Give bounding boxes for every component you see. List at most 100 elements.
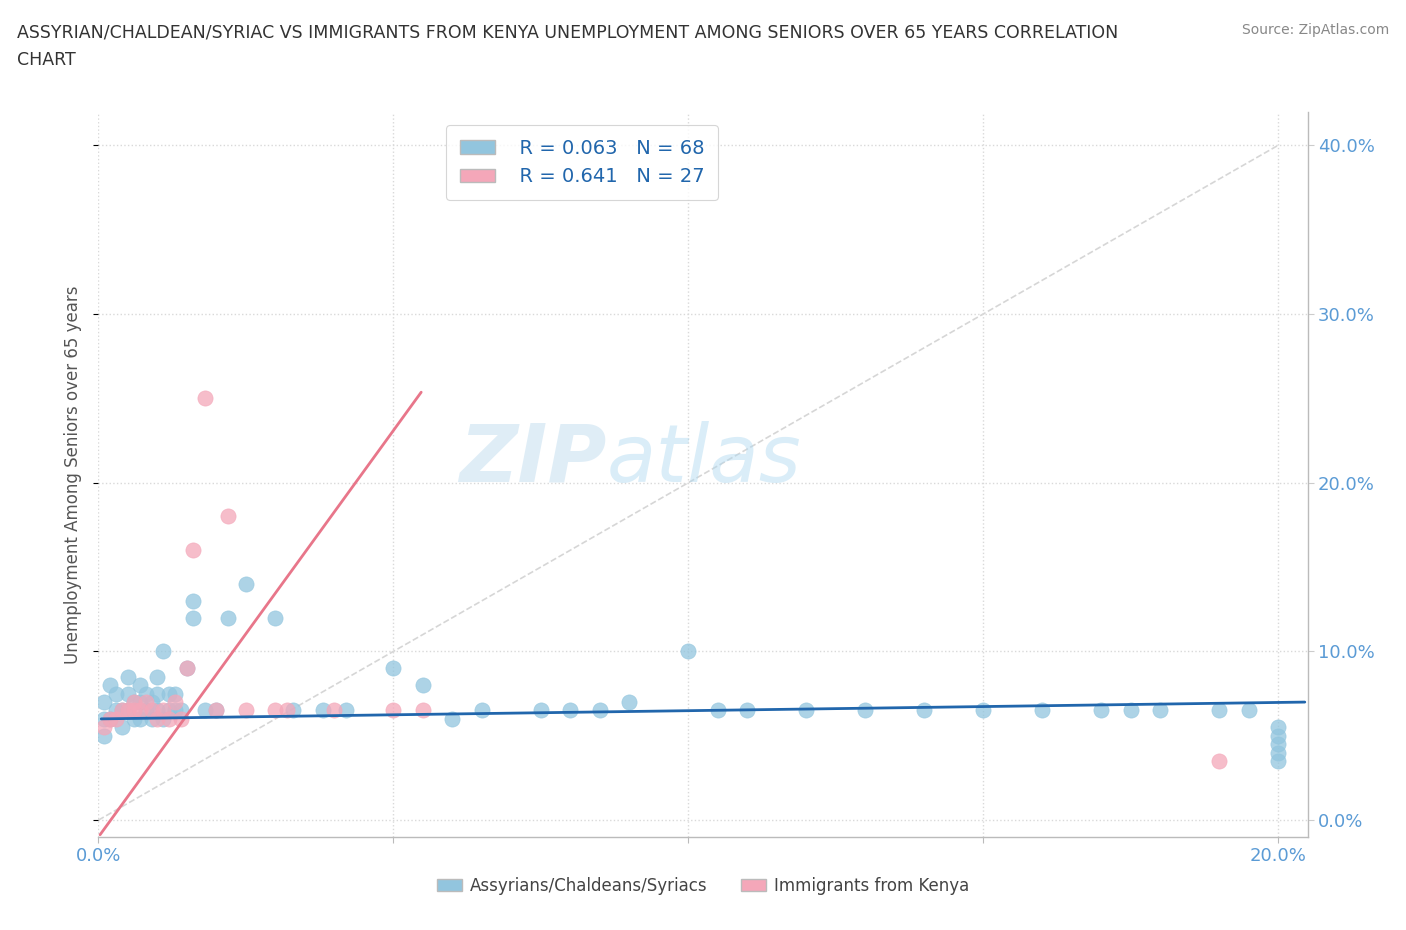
Point bbox=[235, 703, 257, 718]
Point bbox=[111, 703, 134, 718]
Point bbox=[181, 543, 204, 558]
Point bbox=[135, 695, 157, 710]
Point bbox=[146, 703, 169, 718]
Point bbox=[217, 509, 239, 524]
Point bbox=[105, 686, 128, 701]
Point bbox=[135, 686, 157, 701]
Point bbox=[382, 703, 405, 718]
Point bbox=[281, 703, 304, 718]
Point bbox=[735, 703, 758, 718]
Point bbox=[335, 703, 357, 718]
Point bbox=[128, 695, 150, 710]
Point bbox=[93, 728, 115, 743]
Point bbox=[152, 644, 174, 658]
Point bbox=[165, 695, 187, 710]
Point bbox=[146, 670, 169, 684]
Text: ZIP: ZIP bbox=[458, 420, 606, 498]
Point bbox=[441, 711, 464, 726]
Point bbox=[117, 686, 139, 701]
Point bbox=[323, 703, 346, 718]
Point bbox=[141, 703, 163, 718]
Point bbox=[1267, 753, 1289, 768]
Point bbox=[146, 711, 169, 726]
Point bbox=[217, 610, 239, 625]
Point bbox=[111, 703, 134, 718]
Point bbox=[706, 703, 728, 718]
Point bbox=[128, 711, 150, 726]
Point bbox=[235, 577, 257, 591]
Point bbox=[135, 703, 157, 718]
Point bbox=[98, 711, 121, 726]
Point bbox=[93, 720, 115, 735]
Point bbox=[117, 703, 139, 718]
Point bbox=[1208, 703, 1230, 718]
Point bbox=[98, 678, 121, 693]
Text: Source: ZipAtlas.com: Source: ZipAtlas.com bbox=[1241, 23, 1389, 37]
Point bbox=[194, 391, 217, 405]
Point bbox=[93, 695, 115, 710]
Point bbox=[157, 686, 180, 701]
Point bbox=[972, 703, 994, 718]
Text: CHART: CHART bbox=[17, 51, 76, 69]
Point bbox=[589, 703, 612, 718]
Point bbox=[122, 695, 145, 710]
Point bbox=[471, 703, 494, 718]
Point bbox=[264, 610, 287, 625]
Point bbox=[165, 703, 187, 718]
Point bbox=[176, 661, 198, 676]
Point bbox=[93, 711, 115, 726]
Point bbox=[205, 703, 228, 718]
Point bbox=[1090, 703, 1112, 718]
Point bbox=[1208, 753, 1230, 768]
Point bbox=[122, 703, 145, 718]
Point bbox=[170, 703, 193, 718]
Point bbox=[412, 703, 434, 718]
Legend: Assyrians/Chaldeans/Syriacs, Immigrants from Kenya: Assyrians/Chaldeans/Syriacs, Immigrants … bbox=[430, 870, 976, 901]
Point bbox=[530, 703, 553, 718]
Point bbox=[117, 703, 139, 718]
Point bbox=[560, 703, 582, 718]
Point bbox=[152, 703, 174, 718]
Point bbox=[1267, 737, 1289, 751]
Point bbox=[794, 703, 817, 718]
Point bbox=[912, 703, 935, 718]
Point bbox=[152, 711, 174, 726]
Point bbox=[311, 703, 333, 718]
Point bbox=[111, 720, 134, 735]
Text: atlas: atlas bbox=[606, 420, 801, 498]
Y-axis label: Unemployment Among Seniors over 65 years: Unemployment Among Seniors over 65 years bbox=[65, 286, 83, 663]
Point bbox=[105, 703, 128, 718]
Point bbox=[170, 711, 193, 726]
Point bbox=[128, 678, 150, 693]
Point bbox=[678, 644, 700, 658]
Point bbox=[1119, 703, 1142, 718]
Point bbox=[98, 711, 121, 726]
Point bbox=[181, 593, 204, 608]
Point bbox=[117, 670, 139, 684]
Point bbox=[141, 695, 163, 710]
Point bbox=[157, 711, 180, 726]
Text: ASSYRIAN/CHALDEAN/SYRIAC VS IMMIGRANTS FROM KENYA UNEMPLOYMENT AMONG SENIORS OVE: ASSYRIAN/CHALDEAN/SYRIAC VS IMMIGRANTS F… bbox=[17, 23, 1118, 41]
Point bbox=[141, 711, 163, 726]
Point bbox=[194, 703, 217, 718]
Point bbox=[264, 703, 287, 718]
Point bbox=[157, 703, 180, 718]
Point bbox=[1267, 720, 1289, 735]
Point bbox=[165, 686, 187, 701]
Point bbox=[382, 661, 405, 676]
Point bbox=[853, 703, 876, 718]
Point bbox=[176, 661, 198, 676]
Point bbox=[146, 686, 169, 701]
Point bbox=[619, 695, 641, 710]
Point bbox=[276, 703, 298, 718]
Point bbox=[122, 711, 145, 726]
Point bbox=[122, 695, 145, 710]
Point bbox=[1237, 703, 1260, 718]
Point bbox=[1267, 728, 1289, 743]
Point bbox=[1031, 703, 1053, 718]
Point bbox=[205, 703, 228, 718]
Point bbox=[412, 678, 434, 693]
Point bbox=[181, 610, 204, 625]
Point bbox=[1267, 745, 1289, 760]
Point bbox=[1149, 703, 1171, 718]
